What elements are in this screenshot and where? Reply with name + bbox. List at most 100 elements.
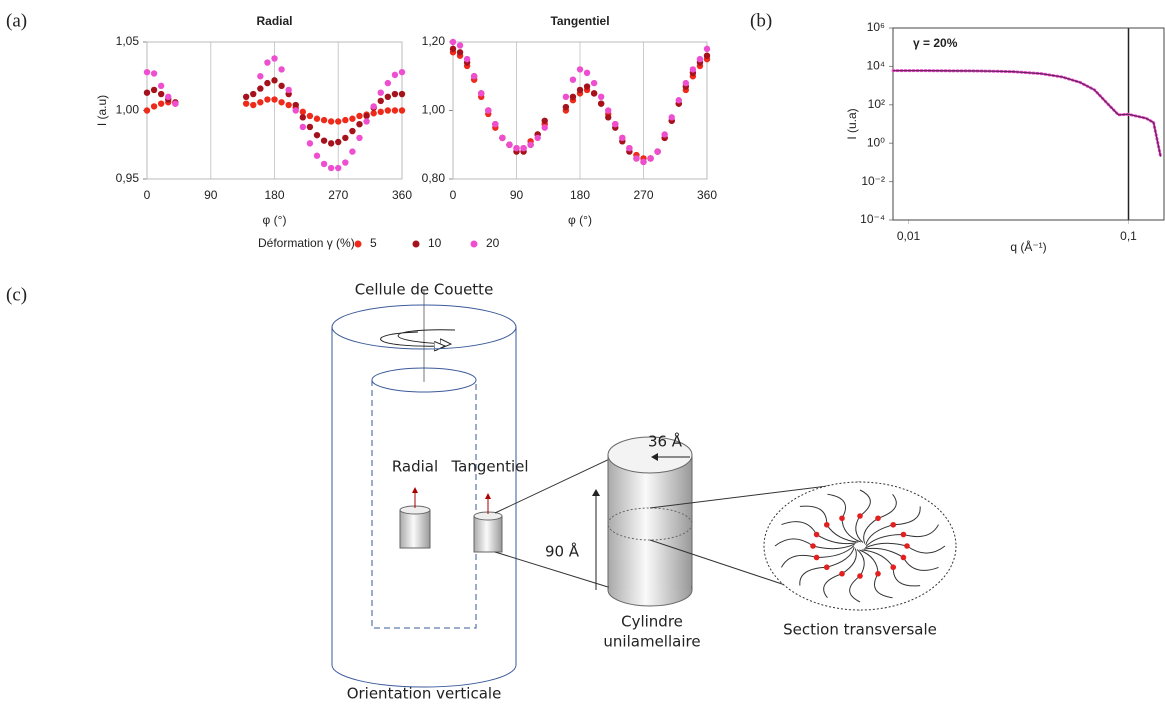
x-tick-label: 0 bbox=[144, 188, 151, 202]
point bbox=[377, 108, 384, 116]
big-cylinder bbox=[609, 560, 691, 590]
point bbox=[342, 159, 349, 166]
point bbox=[363, 118, 370, 125]
point bbox=[612, 121, 619, 128]
point bbox=[349, 127, 356, 135]
point bbox=[306, 112, 314, 120]
legend-label: 20 bbox=[486, 236, 500, 250]
point bbox=[541, 117, 548, 124]
point bbox=[250, 90, 257, 98]
x-tick-label: 180 bbox=[570, 188, 590, 202]
tail bbox=[903, 524, 939, 538]
point bbox=[605, 107, 612, 114]
panel-label: (b) bbox=[750, 10, 772, 31]
tail bbox=[893, 506, 921, 526]
legend-label: 10 bbox=[428, 236, 442, 250]
point bbox=[384, 93, 392, 101]
head bbox=[900, 554, 907, 561]
tail bbox=[865, 534, 904, 547]
y-tick-label: 10² bbox=[868, 97, 885, 111]
y-tick-label: 0,95 bbox=[116, 171, 140, 185]
point bbox=[576, 66, 584, 73]
point bbox=[370, 110, 377, 117]
x-axis-label: φ (°) bbox=[263, 213, 287, 227]
y-tick-label: 1,20 bbox=[422, 34, 446, 48]
point bbox=[165, 93, 172, 101]
point bbox=[391, 90, 399, 98]
head bbox=[900, 531, 907, 538]
point bbox=[534, 134, 541, 142]
point bbox=[597, 93, 605, 101]
y-tick-label: 1,00 bbox=[116, 103, 140, 117]
label: unilamellaire bbox=[603, 633, 700, 651]
point bbox=[520, 144, 527, 152]
point bbox=[654, 148, 661, 155]
point bbox=[342, 116, 349, 124]
point bbox=[597, 100, 605, 107]
point bbox=[506, 141, 513, 148]
point bbox=[313, 115, 321, 122]
x-axis-label: φ (°) bbox=[568, 213, 592, 227]
point bbox=[377, 97, 384, 105]
point bbox=[605, 114, 612, 121]
legend: Déformation γ (%) 5 10 20 bbox=[258, 236, 500, 250]
small-cylinder bbox=[399, 509, 431, 549]
head bbox=[813, 554, 820, 561]
point bbox=[675, 97, 682, 104]
x-tick-label: 360 bbox=[697, 188, 717, 202]
point bbox=[478, 90, 485, 97]
head bbox=[813, 531, 820, 538]
point bbox=[377, 89, 384, 96]
inner-cylinder bbox=[371, 380, 477, 629]
point bbox=[313, 152, 321, 159]
y-axis-label: I (u.a) bbox=[845, 108, 859, 139]
point bbox=[143, 89, 151, 96]
legend-title: Déformation γ (%) bbox=[258, 236, 355, 250]
point bbox=[682, 79, 690, 87]
point bbox=[569, 93, 577, 101]
point bbox=[391, 71, 399, 79]
tail bbox=[863, 547, 904, 558]
legend-marker bbox=[412, 240, 420, 248]
point bbox=[271, 96, 278, 103]
tail bbox=[856, 549, 865, 577]
head bbox=[810, 543, 816, 549]
section bbox=[763, 481, 957, 611]
point bbox=[590, 90, 598, 97]
label: Orientation verticale bbox=[347, 685, 502, 703]
point bbox=[157, 90, 165, 98]
tail bbox=[849, 575, 861, 603]
legend-label: γ = 20% bbox=[913, 36, 958, 50]
point bbox=[398, 107, 406, 114]
tail bbox=[781, 554, 817, 568]
point bbox=[562, 93, 570, 101]
point bbox=[335, 164, 342, 172]
y-tick-label: 0,80 bbox=[422, 171, 446, 185]
point bbox=[470, 73, 478, 80]
point bbox=[576, 86, 584, 94]
point bbox=[143, 107, 151, 114]
head bbox=[857, 573, 863, 579]
tail bbox=[859, 489, 871, 517]
point bbox=[391, 107, 399, 114]
line bbox=[891, 69, 1163, 159]
rotation-arrow bbox=[380, 331, 444, 346]
line bbox=[893, 70, 1162, 157]
point bbox=[703, 52, 711, 59]
point bbox=[492, 121, 499, 128]
tail bbox=[799, 505, 828, 525]
label: Cylindre bbox=[621, 613, 683, 631]
point bbox=[456, 49, 464, 56]
tail bbox=[863, 517, 879, 544]
point bbox=[456, 42, 464, 49]
x-tick-label: 360 bbox=[392, 188, 412, 202]
head bbox=[875, 515, 881, 522]
point bbox=[583, 69, 591, 77]
point bbox=[689, 66, 697, 73]
point bbox=[278, 82, 285, 90]
point bbox=[398, 90, 406, 98]
tail bbox=[812, 543, 855, 550]
point bbox=[562, 103, 570, 111]
point bbox=[590, 79, 598, 87]
